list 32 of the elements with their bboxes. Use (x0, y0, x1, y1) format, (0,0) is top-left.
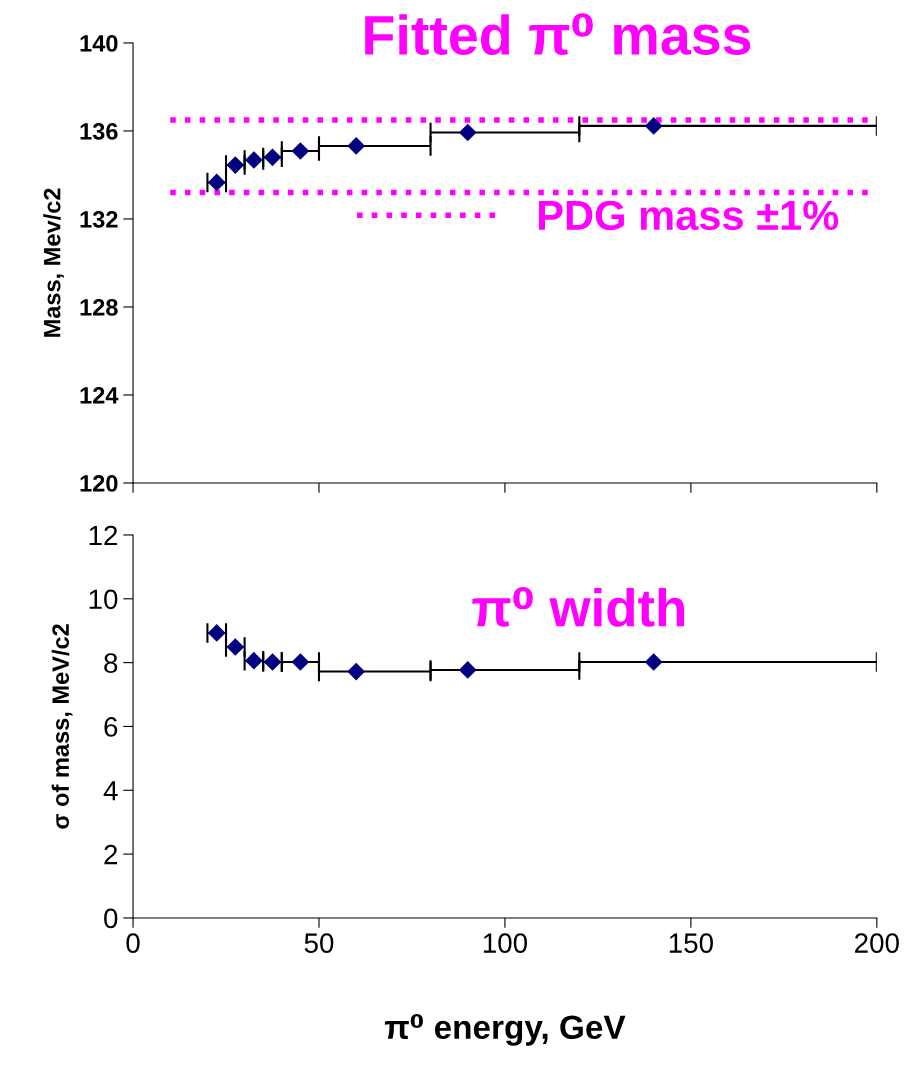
point (291, 142, 309, 160)
point (347, 663, 365, 681)
y-tick-label: 8 (104, 653, 118, 673)
x-tick-label: 0 (126, 933, 140, 953)
x-axis-title: π⁰ energy, GeV (384, 1013, 626, 1046)
y-tick-label: 10 (89, 589, 118, 610)
x-tick-label: 100 (483, 933, 528, 953)
point (645, 653, 663, 671)
point (347, 137, 365, 155)
y-tick-label: 4 (103, 781, 118, 801)
legend-label: PDG mass ±1% (539, 200, 839, 231)
point (459, 661, 477, 679)
y-tick-label: 120 (80, 475, 118, 492)
y-axis-title: Mass, Mev/c2 (43, 188, 64, 337)
x-tick-label: 150 (669, 933, 713, 953)
y-tick-label: 0 (104, 908, 118, 929)
y-tick-label: 2 (104, 844, 118, 865)
y-tick-label: 132 (80, 211, 118, 228)
point (459, 123, 477, 142)
point (645, 117, 663, 135)
x-tick-label: 50 (304, 933, 334, 953)
y-tick-label: 6 (104, 717, 118, 737)
point (291, 653, 309, 671)
chart-title: Fitted π⁰ mass (365, 13, 751, 55)
y-tick-label: 128 (80, 299, 118, 316)
x-tick-label: 200 (855, 933, 899, 953)
y-tick-label: 12 (89, 525, 118, 546)
text: π⁰ width (472, 587, 685, 627)
y-tick-label: 136 (80, 123, 118, 140)
y-tick-label: 124 (80, 387, 119, 404)
y-axis-title: σ of mass, MeV/c2 (51, 624, 73, 829)
y-tick-label: 140 (80, 35, 118, 52)
